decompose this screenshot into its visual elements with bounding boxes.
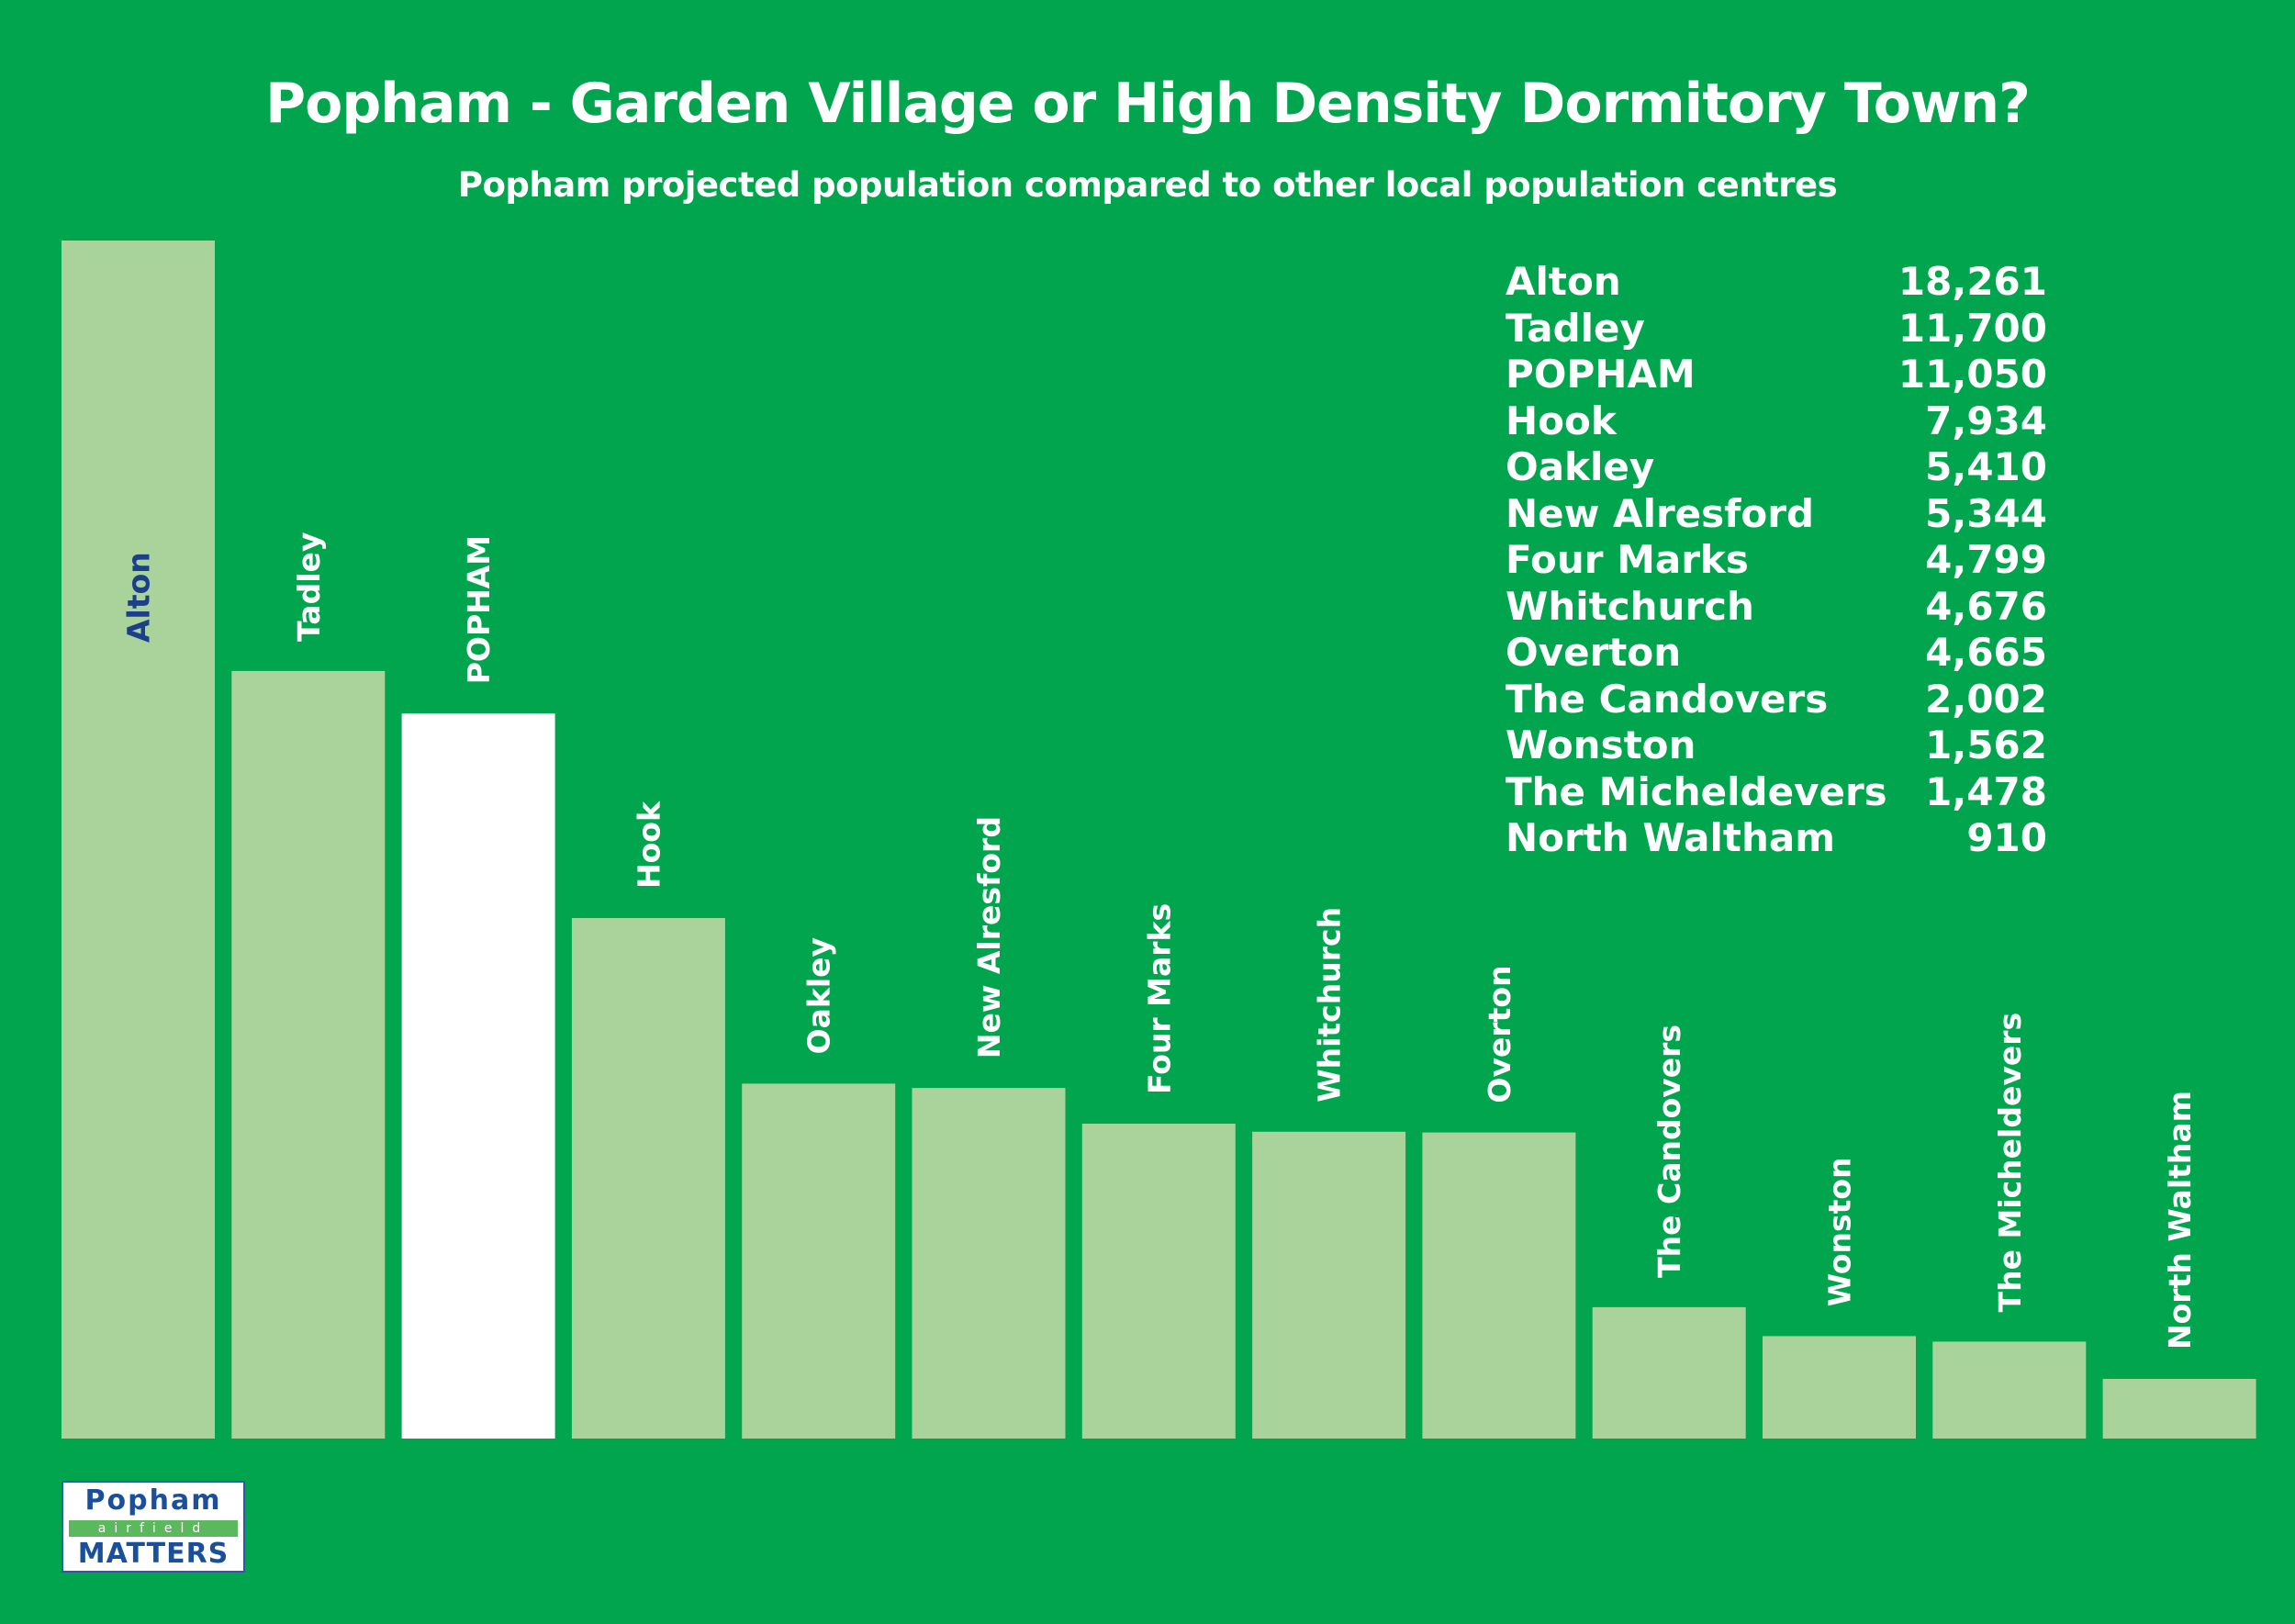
legend-row: Whitchurch 4,676 [1506,584,2047,631]
bar-label: The Micheldevers [1992,1013,2028,1313]
legend-name: Alton [1506,259,1621,304]
legend-name: Oakley [1506,444,1655,489]
legend-name: Overton [1506,630,1682,675]
bar-label: Wonston [1822,1157,1858,1306]
bar-overton [1422,1132,1576,1439]
legend-name: New Alresford [1506,490,1815,536]
legend-row: Tadley 11,700 [1506,306,2047,353]
legend-name: Four Marks [1506,537,1749,582]
legend-value: 1,562 [1925,722,2047,767]
legend-name: Hook [1506,398,1617,443]
bar-north-waltham [2102,1379,2256,1439]
logo-text-middle: airfield [69,1520,238,1537]
legend-row: North Waltham 910 [1506,815,2047,862]
legend-value: 4,799 [1925,537,2047,582]
legend-value: 4,665 [1925,630,2047,675]
bar-tadley [231,670,386,1439]
bar-wonston [1763,1336,1916,1439]
logo-text-top: Popham [84,1484,222,1517]
bar-label: Hook [631,801,666,889]
legend-row: The Micheldevers 1,478 [1506,769,2047,816]
legend-name: Wonston [1506,722,1696,767]
bar-label: Alton [121,552,157,643]
legend-name: The Candovers [1506,676,1829,722]
bar-label: The Candovers [1651,1025,1687,1278]
legend-value: 18,261 [1898,259,2047,304]
bar-the-candovers [1592,1306,1746,1439]
legend-name: Whitchurch [1506,583,1754,629]
bar-label: Oakley [801,937,837,1054]
legend-name: The Micheldevers [1506,768,1887,814]
bar-whitchurch [1252,1131,1406,1439]
legend-value: 11,700 [1898,305,2047,351]
bar-label: New Alresford [971,816,1007,1058]
legend-name: North Waltham [1506,815,1835,860]
bar-popham [401,713,555,1439]
bar-label: Overton [1482,965,1517,1103]
chart-subtitle: Popham projected population compared to … [457,165,1838,205]
legend-row: New Alresford 5,344 [1506,491,2047,538]
legend-row: Oakley 5,410 [1506,444,2047,491]
bar-oakley [742,1083,896,1439]
bar-four-marks [1081,1124,1236,1439]
chart-title: Popham - Garden Village or High Density … [265,72,2031,136]
legend-row: POPHAM 11,050 [1506,352,2047,398]
legend-value: 4,676 [1925,583,2047,629]
bar-alton [62,241,215,1439]
legend-value: 2,002 [1925,676,2047,722]
legend-value: 5,344 [1925,490,2047,536]
bar-label: Four Marks [1141,903,1177,1094]
legend-row: Four Marks 4,799 [1506,537,2047,584]
bar-label: Tadley [291,532,327,642]
bar-the-micheldevers [1932,1341,2087,1439]
legend-value: 910 [1966,815,2047,860]
bar-label: POPHAM [461,535,497,684]
bar-label: Whitchurch [1312,907,1348,1103]
bar-label: North Waltham [2162,1091,2198,1350]
legend-value: 5,410 [1925,444,2047,489]
legend-row: Overton 4,665 [1506,630,2047,677]
legend-row: Hook 7,934 [1506,398,2047,445]
legend-name: Tadley [1506,305,1645,351]
legend-value: 1,478 [1925,768,2047,814]
legend-row: The Candovers 2,002 [1506,677,2047,723]
logo-text-bottom: MATTERS [77,1538,230,1570]
legend-value: 11,050 [1898,352,2047,397]
legend-row: Wonston 1,562 [1506,722,2047,769]
legend-value: 7,934 [1925,398,2047,443]
bar-new-alresford [912,1088,1066,1439]
legend-name: POPHAM [1506,352,1696,397]
legend-row: Alton 18,261 [1506,259,2047,306]
bar-hook [571,918,725,1439]
population-legend: Alton 18,261 Tadley 11,700 POPHAM 11,050 Ho… [1506,259,2047,862]
popham-matters-logo: Popham airfield MATTERS [62,1481,245,1573]
